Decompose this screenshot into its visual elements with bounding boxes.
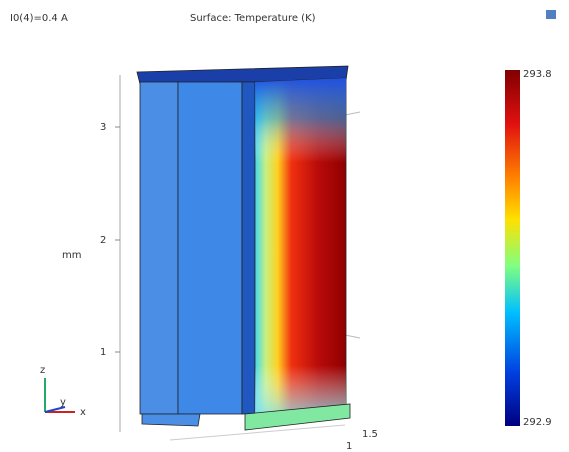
plot-title: Surface: Temperature (K) [190, 13, 316, 24]
heated-face-shade [255, 78, 346, 416]
triad-z-label: z [40, 365, 45, 376]
z-tick-label: 2 [100, 235, 106, 246]
colorbar-max: 293.8 [523, 69, 552, 80]
colorbar-min: 292.9 [523, 417, 552, 428]
x-tick-label: 1 [346, 441, 352, 452]
grid-line [344, 334, 361, 339]
base-right [244, 403, 351, 431]
grid-line [169, 424, 346, 441]
grid-line [344, 111, 361, 116]
front-face-left [139, 81, 179, 415]
export-icon[interactable] [546, 10, 556, 19]
triad-y [44, 406, 66, 413]
z-tick-label: 1 [100, 347, 106, 358]
base-left [141, 413, 201, 427]
z-unit: mm [62, 250, 81, 261]
front-face-middle [177, 81, 243, 415]
gap-face [241, 81, 256, 415]
x-tick-label: 1.5 [362, 429, 378, 440]
triad-x-label: x [80, 407, 86, 418]
parameter-label: I0(4)=0.4 A [10, 13, 68, 24]
colorbar [505, 70, 520, 426]
z-tick-label: 3 [100, 122, 106, 133]
triad-y-label: y [60, 397, 66, 408]
